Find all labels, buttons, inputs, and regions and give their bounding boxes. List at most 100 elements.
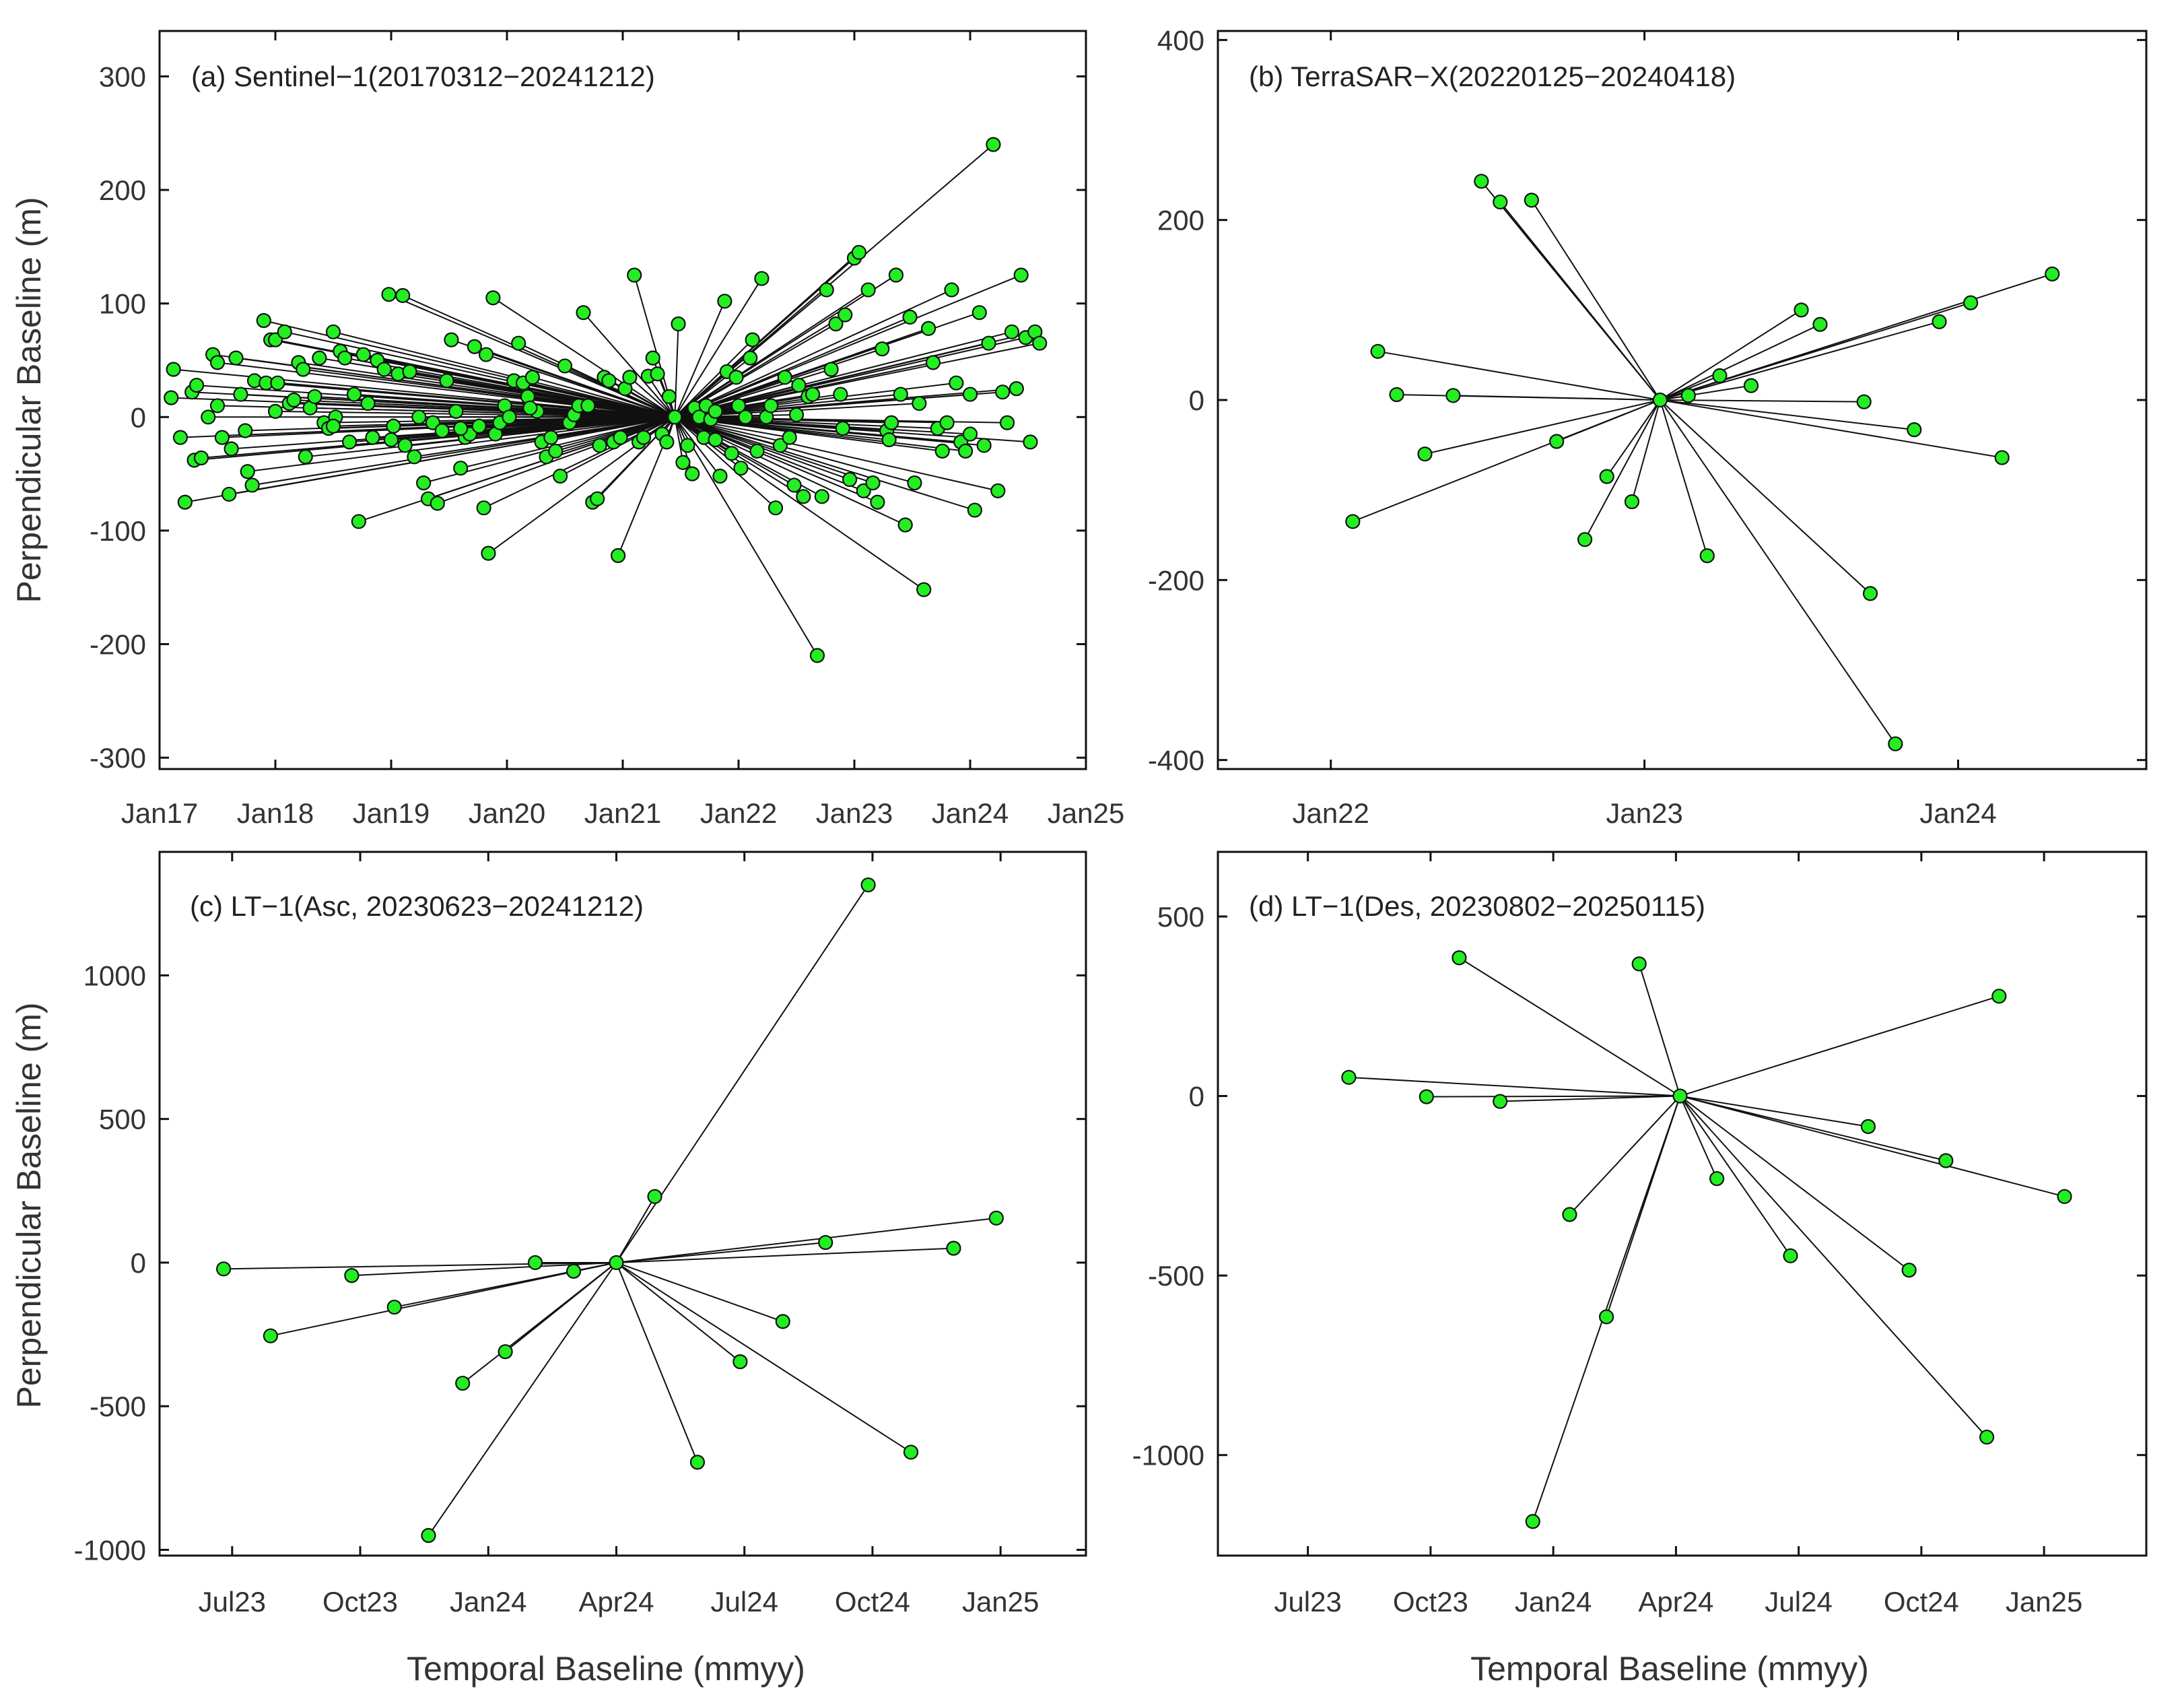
- panel-a-baseline-link: [674, 323, 679, 418]
- panel-d: (d) LT−1(Des, 20230802−20250115) -1000 -5…: [1132, 851, 2148, 1618]
- panel-b-baseline-link: [1660, 399, 1915, 431]
- panel-a-baseline-link: [588, 405, 675, 418]
- panel-a-baseline-link: [674, 416, 818, 656]
- panel-a-baseline-link: [675, 416, 976, 511]
- panel-b-baseline-link: [1660, 399, 2002, 459]
- panel-c-reference-point: [609, 1255, 624, 1271]
- panel-c-acquisition-point: [946, 1240, 961, 1256]
- panel-a-plot: -300 -200 -100 0 100 200 300 Jan17 Jan18 Jan19 Jan…: [90, 31, 1124, 829]
- panel-d-acquisition-point: [1860, 1119, 1876, 1134]
- panel-a-baseline-link: [648, 376, 676, 418]
- panel-b-baseline-link: [1531, 199, 1661, 401]
- panel-a-acquisition-point: [407, 449, 422, 465]
- panel-a-acquisition-point: [990, 483, 1006, 498]
- panel-c-acquisition-point: [689, 1455, 706, 1470]
- panel-a-acquisition-point: [1004, 324, 1020, 339]
- panel-a-acquisition-point: [967, 502, 982, 518]
- panel-a-baseline-link: [674, 252, 860, 418]
- panel-a-acquisition-point: [189, 377, 205, 393]
- panel-a-acquisition-point: [833, 387, 848, 402]
- panel-a: (a) Sentinel−1(20170312−20241212) -300 -2…: [90, 30, 1124, 829]
- panel-a-acquisition-point: [805, 387, 821, 402]
- panel-a-acquisition-point: [708, 403, 723, 419]
- panel-b-acquisition-point: [1549, 434, 1565, 449]
- panel-b-ytick-label: -400: [1148, 745, 1204, 776]
- panel-a-baseline-link: [275, 410, 675, 418]
- panel-a-acquisition-point: [1009, 381, 1024, 397]
- panel-a-acquisition-point: [601, 373, 617, 389]
- panel-a-acquisition-point: [745, 332, 760, 347]
- panel-b-acquisition-point: [1932, 314, 1947, 329]
- panel-a-acquisition-point: [177, 494, 193, 510]
- panel-a-acquisition-point: [476, 500, 491, 516]
- panel-a-baseline-link: [530, 407, 675, 418]
- panel-a-acquisition-point: [397, 438, 413, 453]
- panel-a-acquisition-point: [448, 403, 464, 419]
- panel-a-acquisition-point: [875, 341, 890, 357]
- panel-a-baseline-link: [675, 416, 864, 492]
- x-axis-title-left: Temporal Baseline (mmyy): [407, 1650, 805, 1688]
- panel-a-baseline-link: [620, 416, 675, 438]
- panel-a-acquisition-point: [636, 430, 652, 445]
- panel-b-acquisition-point: [1577, 532, 1593, 547]
- panel-b-baseline-link: [1606, 399, 1661, 477]
- panel-a-acquisition-point: [576, 305, 591, 321]
- panel-a-acquisition-point: [376, 362, 392, 377]
- panel-a-baseline-link: [674, 278, 763, 418]
- panel-a-acquisition-point: [478, 347, 494, 362]
- panel-c-baseline-link: [616, 1217, 996, 1263]
- panel-a-baseline-link: [675, 416, 873, 484]
- panel-c-baseline-link: [615, 1196, 656, 1263]
- panel-a-acquisition-point: [902, 309, 918, 325]
- panel-d-frame: [1217, 851, 2148, 1557]
- panel-a-acquisition-point: [944, 282, 959, 298]
- panel-a-acquisition-point: [823, 362, 839, 377]
- panel-a-acquisition-point: [240, 464, 255, 479]
- panel-b-baseline-link: [1660, 323, 1820, 401]
- panel-b-acquisition-point: [1389, 387, 1404, 403]
- panel-a-baseline-link: [492, 297, 675, 418]
- panel-a-acquisition-point: [743, 350, 758, 366]
- panel-d-acquisition-point: [1979, 1429, 1995, 1445]
- panel-a-acquisition-point: [949, 375, 964, 391]
- panel-c-ytick-label: -500: [90, 1391, 146, 1422]
- panel-a-baseline-link: [674, 416, 721, 477]
- panel-a-acquisition-point: [611, 547, 626, 564]
- panel-a-acquisition-point: [444, 332, 459, 347]
- panel-b-title: (b) TerraSAR−X(20220125−20240418): [1249, 61, 1736, 92]
- panel-c-frame: [158, 851, 1087, 1557]
- panel-d-xtick-label: Apr24: [1638, 1586, 1713, 1618]
- panel-a-acquisition-point: [981, 335, 996, 351]
- panel-a-baseline-link: [674, 274, 897, 418]
- panel-b-acquisition-point: [1712, 368, 1728, 384]
- panel-c-xtick-label: Jan25: [962, 1586, 1039, 1618]
- panel-a-acquisition-point: [351, 514, 366, 529]
- panel-a-acquisition-point: [819, 282, 834, 298]
- panel-a-reference-point: [667, 409, 683, 425]
- panel-d-xtick-label: Jan24: [1515, 1586, 1592, 1618]
- panel-a-ytick-label: -300: [90, 742, 146, 774]
- panel-b-baseline-link: [1584, 399, 1661, 540]
- y-axis-title-top: Perpendicular Baseline (m): [10, 197, 48, 603]
- panel-c-acquisition-point: [860, 877, 876, 893]
- panel-a-acquisition-point: [201, 409, 216, 425]
- panel-c-acquisition-point: [386, 1299, 402, 1315]
- panel-b-ytick-label: 0: [1189, 385, 1204, 416]
- panel-b-baseline-link: [1660, 399, 1864, 403]
- panel-a-title: (a) Sentinel−1(20170312−20241212): [191, 61, 655, 92]
- panel-a-acquisition-point: [524, 370, 540, 385]
- panel-c-acquisition-point: [988, 1210, 1004, 1226]
- panel-a-baseline-link: [485, 354, 675, 418]
- panel-a-acquisition-point: [286, 392, 302, 408]
- panel-d-acquisition-point: [1493, 1094, 1508, 1109]
- panel-b-baseline-link: [1425, 399, 1661, 455]
- panel-a-acquisition-point: [277, 324, 292, 339]
- panel-a-acquisition-point: [995, 385, 1011, 400]
- panel-b-acquisition-point: [1417, 446, 1433, 462]
- panel-a-acquisition-point: [962, 387, 978, 402]
- panel-a-xtick-label: Jan17: [121, 797, 198, 829]
- panel-c-acquisition-point: [903, 1444, 919, 1460]
- panel-a-acquisition-point: [193, 450, 209, 466]
- panel-b-xtick-label: Jan24: [1919, 797, 1996, 829]
- panel-a-acquisition-point: [728, 370, 744, 385]
